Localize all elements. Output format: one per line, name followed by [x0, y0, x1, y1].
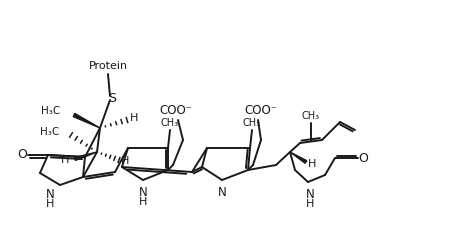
- Polygon shape: [75, 152, 97, 160]
- Text: N: N: [45, 189, 54, 202]
- Polygon shape: [290, 152, 307, 163]
- Text: S: S: [108, 92, 116, 105]
- Text: Protein: Protein: [88, 61, 128, 71]
- Text: H: H: [61, 155, 69, 165]
- Text: N: N: [139, 186, 148, 200]
- Text: H₃C: H₃C: [40, 127, 59, 137]
- Text: CH₃: CH₃: [243, 118, 261, 128]
- Polygon shape: [73, 113, 100, 128]
- Text: N: N: [218, 186, 227, 200]
- Text: O: O: [358, 152, 368, 164]
- Text: N: N: [306, 189, 315, 202]
- Text: H: H: [139, 197, 147, 207]
- Text: H₃C: H₃C: [41, 106, 60, 116]
- Text: H: H: [121, 156, 129, 166]
- Text: H: H: [130, 113, 138, 123]
- Text: H: H: [308, 159, 316, 169]
- Text: H: H: [306, 199, 314, 209]
- Text: CH₃: CH₃: [161, 118, 179, 128]
- Text: CH₃: CH₃: [302, 111, 320, 121]
- Text: H: H: [46, 199, 54, 209]
- Text: O: O: [17, 149, 27, 162]
- Text: COO⁻: COO⁻: [245, 104, 278, 118]
- Text: COO⁻: COO⁻: [159, 104, 193, 118]
